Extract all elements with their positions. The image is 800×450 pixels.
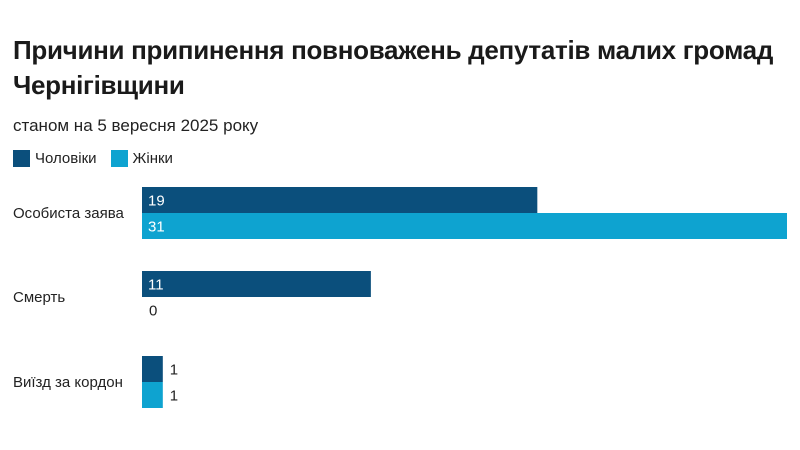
data-label: 11 [148, 277, 164, 294]
legend-label-women: Жінки [132, 150, 173, 167]
bar [142, 213, 787, 239]
bar [142, 187, 538, 213]
legend: Чоловіки Жінки [13, 150, 173, 167]
category-label: Особиста заява [13, 205, 125, 222]
data-label: 19 [148, 193, 165, 210]
category-label: Смерть [13, 289, 65, 306]
legend-swatch-women [110, 150, 128, 167]
data-label: 31 [148, 219, 165, 236]
legend-item-men: Чоловіки [13, 150, 97, 167]
data-label: 1 [170, 362, 178, 379]
chart-subtitle: станом на 5 вересня 2025 року [13, 116, 259, 135]
bar [142, 382, 163, 408]
legend-item-women: Жінки [110, 150, 173, 167]
data-label: 0 [149, 303, 157, 320]
bar [142, 271, 371, 297]
category-label: Виїзд за кордон [13, 374, 123, 391]
legend-label-men: Чоловіки [35, 150, 97, 167]
bar [142, 356, 163, 382]
chart-title: Причини припинення повноважень депутатів… [13, 35, 774, 100]
legend-swatch-men [13, 150, 30, 167]
data-label: 1 [170, 388, 178, 405]
